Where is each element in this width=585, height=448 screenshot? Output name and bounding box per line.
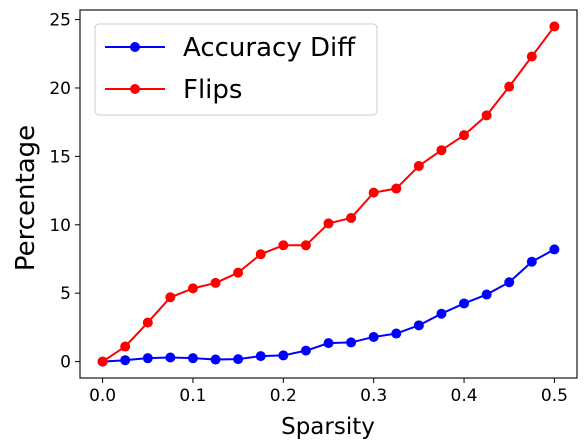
data-point-accuracy-diff — [300, 345, 311, 356]
data-point-flips — [323, 218, 334, 229]
data-point-accuracy-diff — [323, 338, 334, 349]
legend-label-flips: Flips — [183, 75, 242, 105]
x-tick-label: 0.4 — [451, 386, 478, 406]
series-layer — [97, 21, 560, 367]
y-tick-label: 15 — [49, 147, 71, 167]
x-tick-label: 0.2 — [270, 386, 297, 406]
legend-marker-flips — [130, 84, 140, 94]
data-point-flips — [413, 160, 424, 171]
data-point-flips — [210, 277, 221, 288]
x-tick-label: 0.5 — [541, 386, 568, 406]
data-point-flips — [526, 51, 537, 62]
legend-label-accuracy-diff: Accuracy Diff — [183, 33, 356, 63]
data-point-flips — [165, 292, 176, 303]
y-axis-title: Percentage — [11, 125, 41, 271]
data-point-flips — [368, 187, 379, 198]
data-point-accuracy-diff — [255, 351, 266, 362]
data-point-accuracy-diff — [436, 308, 447, 319]
data-point-flips — [142, 317, 153, 328]
legend-marker-accuracy-diff — [130, 42, 140, 52]
data-point-flips — [278, 240, 289, 251]
data-point-accuracy-diff — [233, 354, 244, 365]
data-point-accuracy-diff — [368, 331, 379, 342]
data-point-flips — [300, 240, 311, 251]
x-axis-title: Sparsity — [281, 414, 375, 440]
x-tick-label: 0.1 — [179, 386, 206, 406]
y-tick-label: 25 — [49, 11, 71, 31]
data-point-accuracy-diff — [481, 289, 492, 300]
data-point-accuracy-diff — [165, 352, 176, 363]
data-point-accuracy-diff — [526, 256, 537, 267]
data-point-flips — [233, 267, 244, 278]
data-point-accuracy-diff — [459, 298, 470, 309]
x-tick-label: 0.3 — [360, 386, 387, 406]
legend-frame — [94, 23, 378, 116]
data-point-flips — [504, 81, 515, 92]
data-point-flips — [436, 145, 447, 156]
data-point-accuracy-diff — [391, 328, 402, 339]
y-tick-label: 0 — [60, 353, 71, 373]
data-point-flips — [187, 283, 198, 294]
data-point-accuracy-diff — [504, 277, 515, 288]
data-point-accuracy-diff — [346, 337, 357, 348]
data-point-flips — [549, 21, 560, 32]
data-point-flips — [481, 110, 492, 121]
data-point-flips — [459, 130, 470, 141]
legend: Accuracy Diff Flips — [94, 23, 378, 116]
data-point-accuracy-diff — [549, 244, 560, 255]
ticks-layer: 0.0 0.1 0.2 0.3 0.4 0.5 0 5 10 15 20 25 — [49, 11, 568, 406]
data-point-flips — [97, 356, 108, 367]
data-point-accuracy-diff — [413, 320, 424, 331]
y-tick-label: 10 — [49, 216, 71, 236]
data-point-accuracy-diff — [187, 353, 198, 364]
data-point-flips — [391, 183, 402, 194]
y-tick-label: 5 — [60, 284, 71, 304]
data-point-flips — [120, 341, 131, 352]
x-tick-label: 0.0 — [89, 386, 116, 406]
plot-frame — [79, 9, 578, 379]
plot-area — [79, 9, 578, 379]
data-point-accuracy-diff — [210, 354, 221, 365]
data-point-accuracy-diff — [120, 355, 131, 366]
data-point-flips — [346, 212, 357, 223]
data-point-accuracy-diff — [142, 353, 153, 364]
y-tick-label: 20 — [49, 79, 71, 99]
data-point-accuracy-diff — [278, 350, 289, 361]
data-point-flips — [255, 249, 266, 260]
